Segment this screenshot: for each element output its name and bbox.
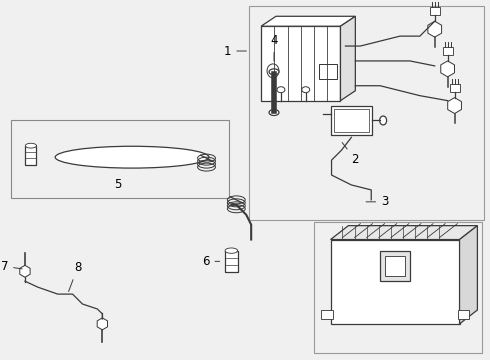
Ellipse shape [380, 116, 387, 125]
Polygon shape [460, 226, 477, 324]
Polygon shape [261, 16, 355, 26]
Bar [385, 256, 405, 276]
Bar [320, 310, 333, 319]
Polygon shape [331, 226, 477, 239]
Bar [430, 7, 440, 15]
Bar [261, 26, 341, 101]
Ellipse shape [302, 87, 310, 93]
Text: 1: 1 [224, 45, 246, 58]
Bar [334, 109, 369, 132]
Text: 8: 8 [69, 261, 81, 292]
Polygon shape [448, 98, 462, 113]
Bar [225, 251, 238, 272]
Bar [25, 146, 36, 165]
Polygon shape [20, 265, 30, 277]
Polygon shape [441, 61, 455, 77]
Ellipse shape [225, 248, 238, 253]
Text: 6: 6 [202, 255, 220, 268]
Bar [249, 6, 484, 220]
Text: 4: 4 [270, 34, 278, 61]
Text: 3: 3 [366, 195, 389, 208]
Bar [450, 84, 460, 92]
Ellipse shape [277, 87, 285, 93]
Text: 5: 5 [115, 178, 122, 191]
Bar [314, 222, 482, 353]
Text: 2: 2 [342, 143, 359, 166]
Ellipse shape [267, 64, 279, 78]
Bar [458, 310, 469, 319]
Ellipse shape [269, 69, 279, 75]
Text: 7: 7 [0, 260, 22, 273]
Ellipse shape [269, 109, 279, 116]
Bar [331, 239, 460, 324]
Bar [318, 64, 337, 79]
Polygon shape [341, 16, 355, 101]
Bar [442, 47, 453, 55]
Bar [331, 105, 372, 135]
Polygon shape [97, 318, 107, 330]
Ellipse shape [55, 146, 209, 168]
Polygon shape [428, 21, 441, 37]
Ellipse shape [25, 143, 36, 148]
Bar [380, 251, 410, 281]
Bar [11, 121, 229, 198]
